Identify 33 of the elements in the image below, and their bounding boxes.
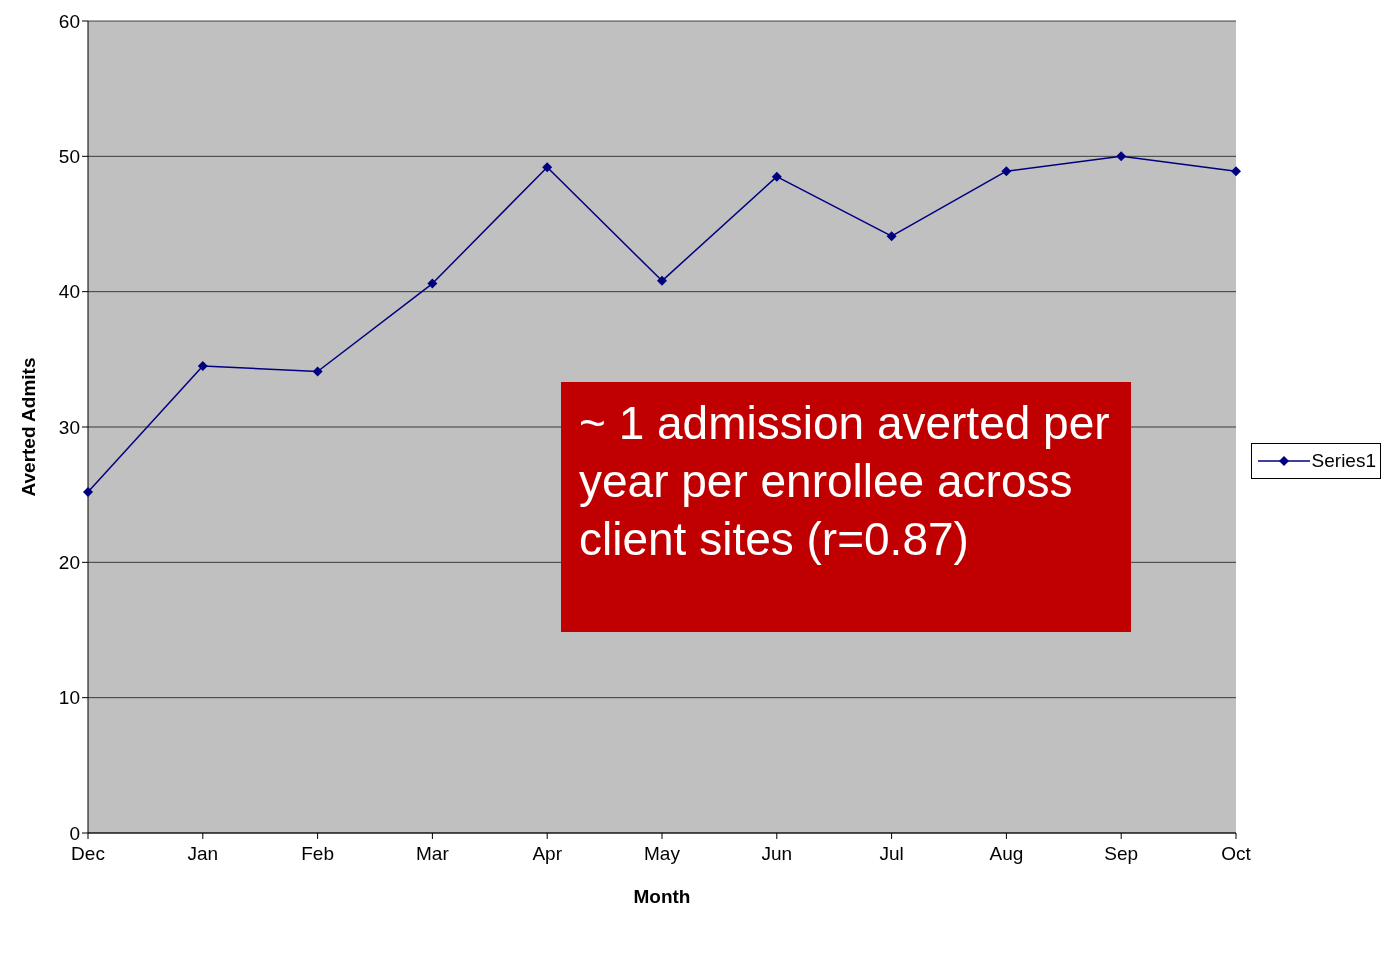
point	[657, 275, 667, 286]
y-tick-label: 40	[58, 281, 80, 303]
x-tick-label: Jul	[879, 843, 904, 865]
y-axis-title: Averted Admits	[17, 357, 39, 497]
x-tick-label: Mar	[416, 843, 450, 865]
point	[542, 162, 553, 173]
x-tick-label: Jun	[761, 843, 793, 865]
x-tick-label: Feb	[301, 843, 334, 865]
y-tick-label: 30	[58, 416, 80, 438]
point	[1231, 166, 1241, 177]
point	[312, 366, 323, 377]
y-tick-label: 10	[58, 687, 80, 709]
x-tick-label: May	[644, 843, 681, 865]
point	[427, 278, 438, 289]
point	[83, 486, 93, 497]
x-tick-label: Apr	[532, 843, 563, 865]
y-tick-label: 60	[58, 10, 80, 32]
x-tick-label: Aug	[989, 843, 1024, 865]
x-tick-label: Sep	[1104, 843, 1139, 865]
point	[1116, 151, 1127, 162]
x-tick-label: Jan	[187, 843, 219, 865]
annotation: ~ 1 admission averted per year per enrollee across client sites (r=0.87)	[579, 396, 1111, 567]
x-tick-label: Oct	[1221, 843, 1252, 865]
point	[1001, 166, 1012, 177]
point	[771, 171, 782, 182]
legend-label: Series1	[1311, 450, 1376, 472]
x-tick-label: Dec	[71, 843, 105, 865]
y-tick-label: 50	[58, 146, 80, 168]
x-axis-title: Month	[633, 886, 691, 907]
y-tick-label: 20	[58, 552, 80, 574]
point	[886, 231, 897, 242]
y-tick-label: 0	[69, 822, 80, 844]
point	[197, 361, 208, 372]
